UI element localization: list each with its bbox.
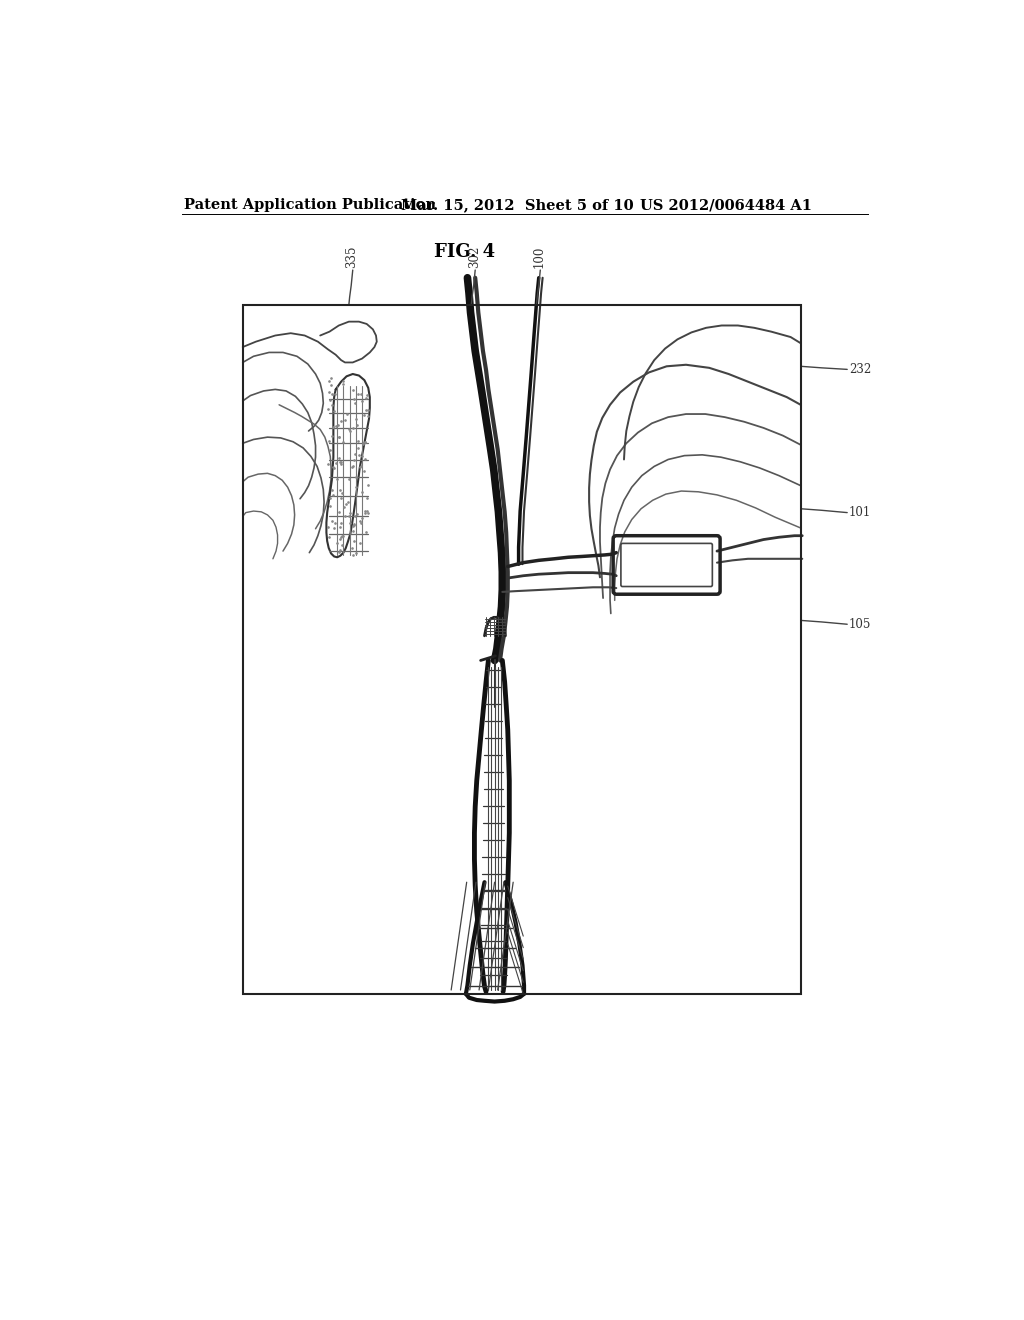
Text: 105: 105 bbox=[849, 618, 871, 631]
Text: FIG. 4: FIG. 4 bbox=[434, 243, 496, 261]
Text: 335: 335 bbox=[345, 246, 358, 268]
Text: 100: 100 bbox=[534, 246, 546, 268]
Bar bbox=[243, 305, 801, 994]
Text: US 2012/0064484 A1: US 2012/0064484 A1 bbox=[640, 198, 811, 213]
Text: 302: 302 bbox=[468, 246, 481, 268]
Text: Mar. 15, 2012  Sheet 5 of 10: Mar. 15, 2012 Sheet 5 of 10 bbox=[400, 198, 634, 213]
Text: Patent Application Publication: Patent Application Publication bbox=[183, 198, 436, 213]
Text: 232: 232 bbox=[849, 363, 871, 376]
Text: 101: 101 bbox=[849, 506, 871, 519]
